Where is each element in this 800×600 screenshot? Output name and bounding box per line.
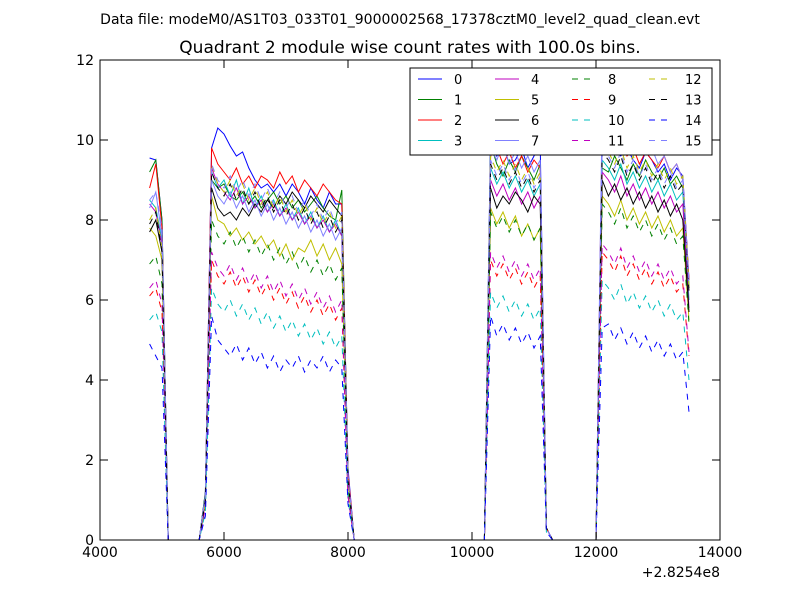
- x-tick-label: 10000: [450, 545, 495, 561]
- chart-title: Quadrant 2 module wise count rates with …: [179, 38, 640, 58]
- x-tick-label: 6000: [206, 545, 242, 561]
- y-tick-label: 4: [85, 373, 94, 389]
- x-tick-label: 8000: [330, 545, 366, 561]
- y-tick-label: 10: [76, 133, 94, 149]
- legend-label-11: 11: [608, 135, 625, 150]
- legend-label-0: 0: [454, 73, 462, 88]
- x-tick-label: 12000: [574, 545, 619, 561]
- legend-label-7: 7: [531, 135, 539, 150]
- y-tick-label: 0: [85, 533, 94, 549]
- legend-label-2: 2: [454, 114, 462, 129]
- legend-label-8: 8: [608, 73, 616, 88]
- x-tick-label: 14000: [698, 545, 743, 561]
- legend-label-13: 13: [685, 94, 702, 109]
- legend-label-15: 15: [685, 135, 702, 150]
- y-tick-label: 12: [76, 53, 94, 69]
- x-tick-label: 4000: [82, 545, 118, 561]
- legend-label-6: 6: [531, 114, 539, 129]
- y-tick-label: 6: [85, 293, 94, 309]
- axes-frame: [99, 59, 721, 541]
- legend-label-10: 10: [608, 114, 625, 129]
- legend-label-3: 3: [454, 135, 462, 150]
- legend-label-5: 5: [531, 94, 539, 109]
- legend-label-14: 14: [685, 114, 702, 129]
- legend-label-1: 1: [454, 94, 462, 109]
- y-tick-label: 2: [85, 453, 94, 469]
- x-offset-label: +2.8254e8: [642, 565, 720, 581]
- legend-label-12: 12: [685, 73, 702, 88]
- suptitle: Data file: modeM0/AS1T03_033T01_90000025…: [100, 12, 700, 28]
- legend-label-9: 9: [608, 94, 616, 109]
- y-tick-label: 8: [85, 213, 94, 229]
- legend-label-4: 4: [531, 73, 539, 88]
